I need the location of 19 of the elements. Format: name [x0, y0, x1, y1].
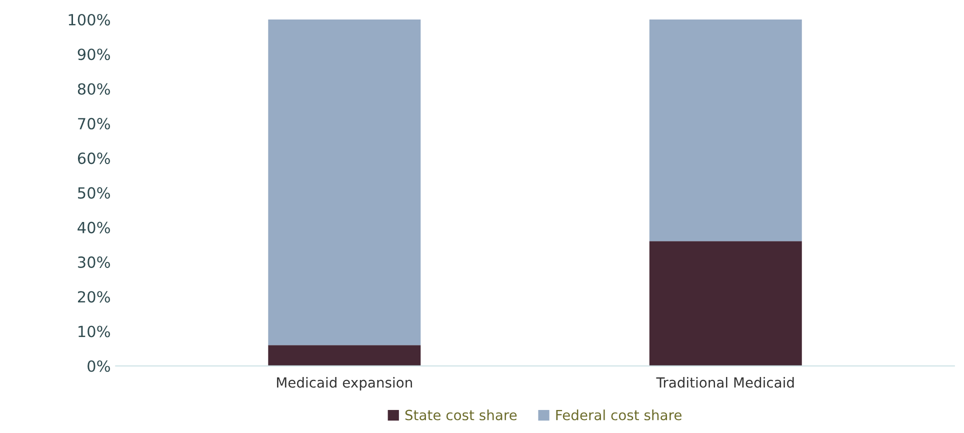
x-tick-label: Traditional Medicaid: [656, 376, 794, 388]
y-tick-label: 80%: [78, 83, 110, 95]
y-tick-label: 100%: [68, 14, 110, 26]
x-tick-label: Medicaid expansion: [277, 376, 412, 390]
bar: [649, 241, 802, 366]
y-tick-label: 30%: [78, 256, 110, 268]
y-tick-label: 50%: [78, 187, 110, 199]
bar: [649, 19, 802, 242]
y-tick-label: 90%: [78, 48, 110, 60]
y-tick-label: 10%: [78, 326, 110, 338]
bar: [268, 345, 421, 366]
y-tick-label: 0%: [88, 360, 110, 372]
y-tick-label: 20%: [78, 291, 110, 303]
y-tick-label: 60%: [78, 152, 110, 164]
bar: [268, 19, 421, 346]
legend-label: Federal cost share: [556, 410, 682, 420]
y-tick-label: 70%: [78, 118, 110, 130]
legend-label: State cost share: [405, 410, 517, 420]
y-tick-label: 40%: [78, 222, 110, 234]
